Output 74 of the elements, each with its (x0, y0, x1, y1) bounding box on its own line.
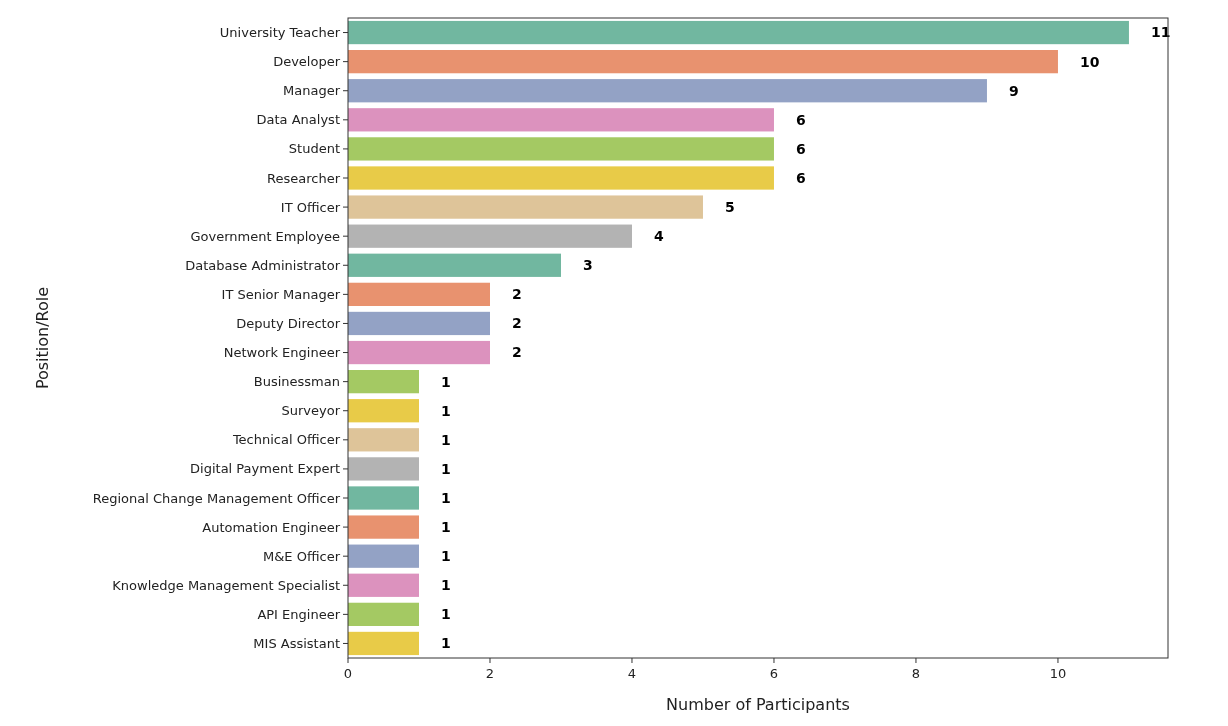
y-tick-label: Regional Change Management Officer (92, 490, 341, 506)
bar (348, 253, 561, 277)
bar (348, 602, 419, 626)
bar (348, 195, 703, 219)
y-tick-label: University Teacher (219, 25, 341, 41)
bar (348, 399, 419, 423)
bar (348, 20, 1129, 45)
y-tick-label: Researcher (267, 170, 341, 186)
data-label: 1 (441, 489, 451, 506)
x-tick-label: 10 (1049, 666, 1067, 681)
data-label: 1 (441, 460, 451, 477)
bar (348, 137, 774, 161)
y-tick-label: Technical Officer (231, 432, 341, 448)
bar (348, 50, 1058, 74)
y-axis-title: Position/Role (33, 286, 52, 390)
bar (348, 370, 419, 394)
bar (348, 108, 774, 132)
y-tick-label: Student (288, 141, 340, 157)
bar (348, 166, 774, 190)
data-label: 1 (441, 373, 451, 390)
data-label: 1 (441, 431, 451, 448)
y-tick-label: Government Employee (190, 228, 340, 244)
data-label: 9 (1008, 82, 1019, 99)
bar (348, 573, 419, 597)
data-label: 6 (795, 140, 806, 157)
y-tick-label: Manager (283, 83, 341, 99)
data-label: 1 (441, 518, 451, 535)
bar (348, 457, 419, 481)
data-label: 3 (582, 257, 593, 274)
y-tick-label: Knowledge Management Specialist (112, 577, 340, 593)
data-label: 10 (1079, 53, 1100, 70)
data-label: 2 (511, 315, 522, 332)
y-tick-label: Deputy Director (236, 316, 341, 331)
x-tick-label: 8 (911, 666, 921, 681)
y-tick-label: M&E Officer (263, 548, 341, 564)
y-tick-label: Automation Engineer (202, 519, 341, 535)
y-tick-label: MIS Assistant (253, 636, 340, 651)
y-tick-label: IT Officer (280, 199, 341, 215)
x-tick-label: 0 (343, 666, 353, 681)
x-tick-label: 6 (769, 666, 779, 681)
x-axis-title: Number of Participants (666, 695, 850, 714)
bar (348, 428, 419, 452)
y-tick-label: API Engineer (257, 606, 341, 622)
data-label: 11 (1150, 24, 1171, 41)
x-tick-label: 4 (627, 666, 637, 681)
y-tick-label: Database Administrator (185, 257, 341, 273)
y-tick-label: Digital Payment Expert (190, 461, 340, 477)
y-tick-label: Surveyor (281, 403, 341, 419)
data-label: 2 (511, 286, 522, 303)
bar (348, 340, 490, 365)
bar (348, 631, 419, 656)
x-tick-label: 2 (485, 666, 495, 681)
y-tick-label: Businessman (253, 374, 340, 390)
data-label: 6 (795, 169, 806, 186)
data-label: 1 (441, 635, 451, 652)
data-label: 6 (795, 111, 806, 128)
bar (348, 311, 490, 336)
y-tick-label: IT Senior Manager (221, 286, 341, 302)
bar (348, 224, 632, 248)
bar (348, 486, 419, 510)
data-label: 4 (653, 228, 664, 245)
data-label: 1 (441, 606, 451, 623)
data-label: 1 (441, 402, 451, 419)
y-tick-label: Data Analyst (256, 112, 340, 128)
data-label: 1 (441, 548, 451, 565)
data-label: 2 (511, 344, 522, 361)
y-tick-label: Developer (273, 54, 341, 70)
bar (348, 79, 987, 103)
bar (348, 282, 490, 306)
data-label: 1 (441, 577, 451, 594)
data-label: 5 (724, 198, 735, 215)
bar (348, 515, 419, 539)
bar (348, 544, 419, 568)
y-tick-label: Network Engineer (223, 345, 341, 361)
